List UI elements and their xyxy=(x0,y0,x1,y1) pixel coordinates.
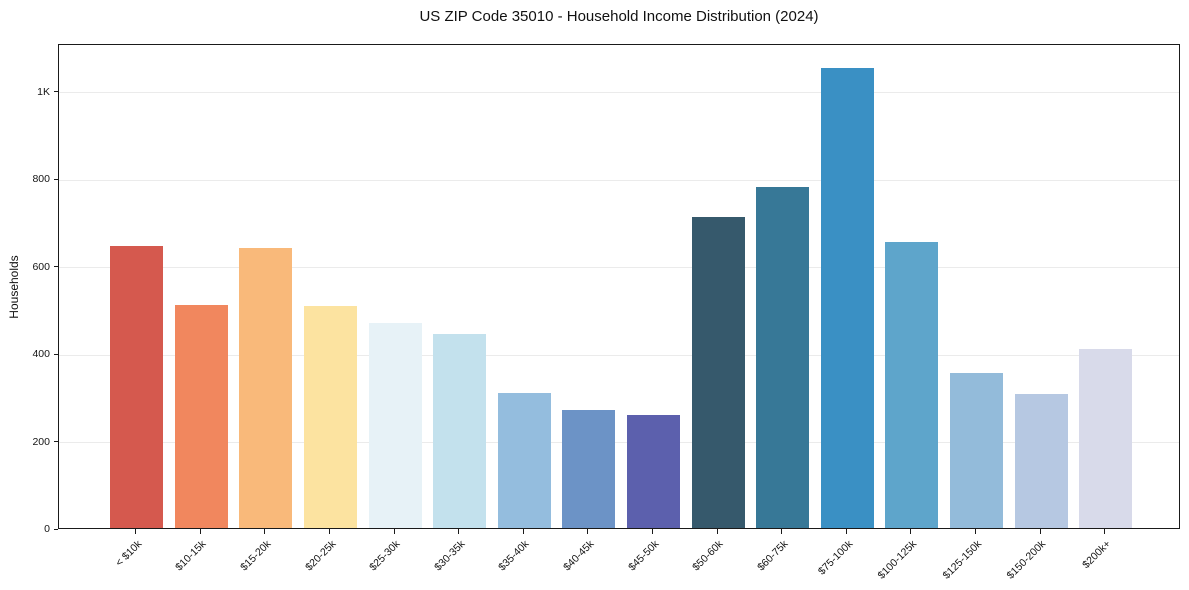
bar xyxy=(174,305,228,528)
bar xyxy=(1079,349,1133,528)
x-tick-mark xyxy=(458,529,460,534)
y-axis-label: Households xyxy=(7,255,21,319)
x-tick-mark xyxy=(393,529,395,534)
x-tick-label: < $10k xyxy=(113,538,145,569)
plot-area xyxy=(58,44,1180,529)
chart-title: US ZIP Code 35010 - Household Income Dis… xyxy=(419,8,819,25)
x-tick-mark xyxy=(716,529,718,534)
y-tick-label: 400 xyxy=(32,348,50,361)
bar xyxy=(627,414,680,528)
x-tick-label: $30-35k xyxy=(431,538,468,574)
bar xyxy=(562,409,616,528)
x-tick-label: $75-100k xyxy=(815,538,855,578)
y-tick-label: 0 xyxy=(44,523,50,535)
x-tick-mark xyxy=(975,529,976,534)
bar xyxy=(368,322,422,528)
x-tick-label: $125-150k xyxy=(940,538,984,582)
y-tick-mark xyxy=(54,528,58,530)
gridline xyxy=(59,179,1179,181)
x-tick-label: $45-50k xyxy=(625,538,661,574)
x-tick-mark xyxy=(1104,529,1106,534)
x-tick-mark xyxy=(199,529,201,534)
x-tick-label: $40-45k xyxy=(561,538,597,574)
bar xyxy=(239,247,293,528)
x-tick-label: $35-40k xyxy=(496,538,532,574)
y-tick-mark xyxy=(54,266,58,268)
x-tick-label: $60-75k xyxy=(754,538,791,574)
x-tick-mark xyxy=(522,529,524,534)
bar xyxy=(1014,394,1068,528)
bar xyxy=(497,393,551,528)
x-tick-mark xyxy=(135,529,137,534)
x-tick-mark xyxy=(1039,529,1041,534)
y-tick-label: 600 xyxy=(32,260,50,273)
y-tick-label: 1K xyxy=(37,85,50,98)
y-tick-mark xyxy=(54,178,58,180)
x-tick-label: $100-125k xyxy=(875,538,920,582)
x-tick-mark xyxy=(652,529,653,534)
x-tick-label: $15-20k xyxy=(238,538,274,574)
x-tick-label: $25-30k xyxy=(367,538,403,574)
x-tick-label: $10-15k xyxy=(173,538,209,574)
x-tick-label: $20-25k xyxy=(302,538,338,574)
x-tick-label: $50-60k xyxy=(690,538,726,574)
gridline xyxy=(59,442,1179,444)
bar xyxy=(820,68,874,528)
y-tick-mark xyxy=(54,91,58,93)
x-tick-mark xyxy=(587,529,589,534)
bar xyxy=(691,217,745,528)
y-tick-mark xyxy=(54,353,58,355)
bar xyxy=(885,241,939,528)
x-tick-label: $150-200k xyxy=(1005,538,1049,582)
x-tick-mark xyxy=(910,529,912,534)
y-tick-label: 800 xyxy=(32,173,50,186)
x-tick-mark xyxy=(329,529,330,534)
x-tick-label: $200k+ xyxy=(1080,538,1114,572)
x-tick-mark xyxy=(845,529,847,534)
y-tick-mark xyxy=(54,441,58,443)
x-tick-mark xyxy=(781,529,783,534)
x-tick-mark xyxy=(264,529,266,534)
bar xyxy=(756,186,810,528)
bar xyxy=(110,245,164,528)
bar xyxy=(433,334,487,528)
gridline xyxy=(59,267,1179,269)
bar xyxy=(950,373,1003,528)
gridline xyxy=(59,354,1179,356)
y-tick-label: 200 xyxy=(32,435,50,448)
gridline xyxy=(59,92,1179,94)
bar xyxy=(304,305,357,528)
